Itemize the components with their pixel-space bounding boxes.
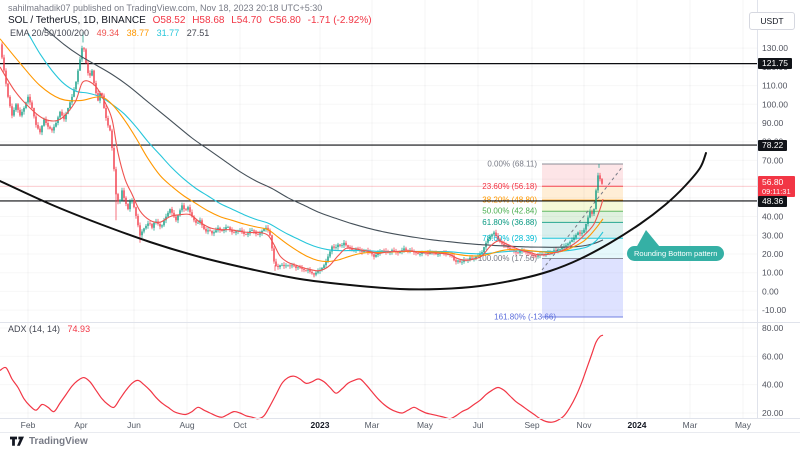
tradingview-logo-icon (10, 436, 24, 446)
adx-line (0, 334, 604, 423)
ohlc-high: H58.68 (192, 15, 225, 26)
fib-band (542, 222, 623, 239)
ohlc-low: L54.70 (231, 15, 262, 26)
price-tick-label: 110.00 (762, 81, 788, 91)
rounding-bottom-curve (0, 152, 707, 291)
ema50-value: 38.77 (126, 28, 150, 38)
price-tick-label: 70.00 (762, 155, 784, 165)
time-axis-label: Apr (74, 420, 87, 430)
time-axis-label: Aug (179, 420, 194, 430)
adx-tick-label: 20.00 (762, 408, 784, 418)
last-price-badge: 56.80 09:11:31 (758, 176, 795, 197)
time-axis-label: Mar (683, 420, 698, 430)
time-axis-label: Jul (473, 420, 484, 430)
fib-band (542, 211, 623, 223)
price-line-badge-78: 78.22 (758, 140, 788, 151)
last-price-value: 56.80 (762, 177, 784, 187)
time-axis-label: Feb (21, 420, 36, 430)
time-axis-label: Jun (127, 420, 141, 430)
ema50-line (0, 38, 604, 263)
time-axis-label: Oct (233, 420, 247, 430)
fib-band (542, 163, 623, 187)
adx-tick-label: 80.00 (762, 323, 784, 333)
ema200-value: 27.51 (186, 28, 210, 38)
fib-level-label: 100.00% (17.56) (478, 254, 537, 263)
ema-legend-label: EMA 20/50/100/200 (10, 28, 90, 38)
ema-legend[interactable]: EMA 20/50/100/200 49.34 38.77 31.77 27.5… (10, 28, 209, 38)
tradingview-footer: TradingView (10, 436, 88, 447)
fib-band (542, 200, 623, 212)
rounding-bottom-callout[interactable]: Rounding Bottom pattern (627, 246, 725, 261)
fib-band (542, 186, 623, 201)
ema100-value: 31.77 (156, 28, 180, 38)
fib-level-label: 23.60% (56.18) (482, 182, 537, 191)
adx-legend[interactable]: ADX (14, 14) 74.93 (8, 324, 90, 334)
price-tick-label: 90.00 (762, 118, 784, 128)
fib-band (542, 258, 623, 317)
symbol-title[interactable]: SOL / TetherUS, 1D, BINANCE (8, 15, 146, 26)
fib-level-label: 161.80% (-13.66) (494, 312, 556, 321)
price-tick-label: 10.00 (762, 268, 784, 278)
time-axis-label: May (735, 420, 752, 430)
price-tick-label: 30.00 (762, 230, 784, 240)
ema20-line (0, 66, 604, 272)
ema20-value: 49.34 (96, 28, 120, 38)
price-tick-label: 100.00 (762, 99, 788, 109)
tradingview-brand-text: TradingView (29, 436, 88, 447)
ohlc-close: C56.80 (268, 15, 301, 26)
price-tick-label: 0.00 (762, 286, 779, 296)
currency-toggle-button[interactable]: USDT (749, 12, 795, 30)
price-line-badge-121: 121.75 (758, 58, 792, 69)
price-tick-label: 20.00 (762, 249, 784, 259)
bar-countdown: 09:11:31 (762, 187, 791, 196)
price-tick-label: 130.00 (762, 43, 788, 53)
time-axis-label: 2023 (311, 420, 330, 430)
fib-trendline-dashed (541, 165, 624, 271)
adx-tick-label: 40.00 (762, 380, 784, 390)
time-axis-label: May (417, 420, 434, 430)
price-line-badge-48: 48.36 (758, 196, 788, 207)
adx-value: 74.93 (67, 324, 91, 334)
time-axis-label: Mar (365, 420, 380, 430)
ohlc-change: -1.71 (-2.92%) (307, 15, 372, 26)
adx-label: ADX (14, 14) (8, 324, 61, 334)
fib-level-label: 61.80% (36.88) (482, 218, 537, 227)
fib-level-label: 38.20% (48.80) (482, 196, 537, 205)
time-axis-label: 2024 (628, 420, 647, 430)
fib-level-label: 78.60% (28.39) (482, 234, 537, 243)
ohlc-open: O58.52 (152, 15, 186, 26)
ema100-line (27, 32, 604, 255)
price-tick-label: 40.00 (762, 212, 784, 222)
price-tick-label: -10.00 (762, 305, 786, 315)
symbol-legend: SOL / TetherUS, 1D, BINANCE O58.52 H58.6… (8, 15, 372, 26)
fib-level-label: 0.00% (68.11) (487, 159, 537, 168)
publish-info: sahilmahadik07 published on TradingView.… (8, 3, 323, 13)
time-axis-label: Nov (576, 420, 592, 430)
fib-level-label: 50.00% (42.84) (482, 207, 537, 216)
time-axis-label: Sep (524, 420, 539, 430)
ema200-line (43, 27, 604, 248)
adx-tick-label: 60.00 (762, 351, 784, 361)
